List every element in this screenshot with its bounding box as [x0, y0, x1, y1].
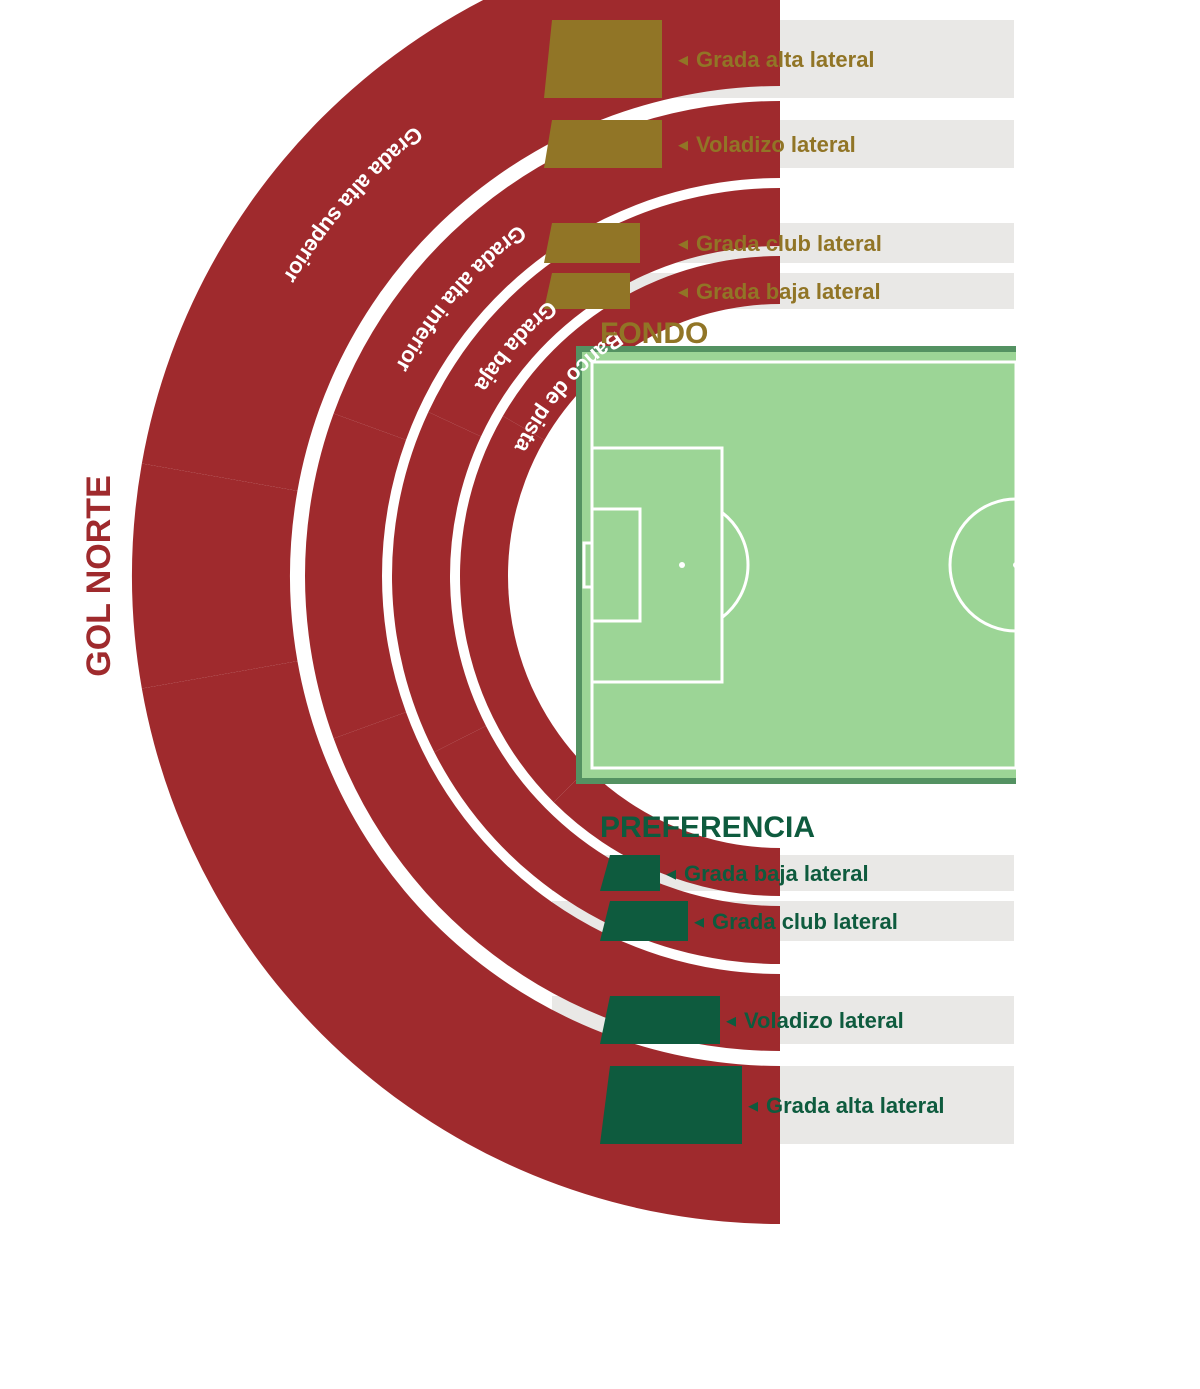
- heading-fondo: FONDO: [600, 317, 708, 350]
- fondo-cap: [544, 120, 662, 168]
- arrow-icon: ◂: [694, 911, 704, 933]
- fondo-row-label: Voladizo lateral: [696, 132, 856, 157]
- fondo-row-label: Grada baja lateral: [696, 279, 881, 304]
- preferencia-row-label: Grada club lateral: [712, 909, 898, 934]
- arrow-icon: ◂: [726, 1010, 736, 1032]
- ring-second-left: [305, 414, 406, 739]
- arrow-icon: ◂: [748, 1095, 758, 1117]
- arrow-icon: ◂: [678, 281, 688, 303]
- preferencia-row-label: Grada baja lateral: [684, 861, 869, 886]
- arrow-icon: ◂: [678, 233, 688, 255]
- heading-preferencia: PREFERENCIA: [600, 811, 815, 844]
- fondo-row-label: Grada alta lateral: [696, 47, 875, 72]
- preferencia-row-label: Voladizo lateral: [744, 1008, 904, 1033]
- fondo-cap: [544, 273, 630, 309]
- fondo-cap: [544, 223, 640, 263]
- preferencia-cap: [600, 855, 660, 891]
- preferencia-cap: [600, 1066, 742, 1144]
- heading-golnorte: GOL NORTE: [80, 475, 118, 677]
- ring-outer-left: [132, 463, 297, 688]
- preferencia-cap: [600, 996, 720, 1044]
- arrow-icon: ◂: [678, 134, 688, 156]
- arrow-icon: ◂: [678, 49, 688, 71]
- fondo-cap: [544, 20, 662, 98]
- preferencia-cap: [600, 901, 688, 941]
- arrow-icon: ◂: [666, 863, 676, 885]
- soccer-field: [576, 346, 1082, 784]
- fondo-row-label: Grada club lateral: [696, 231, 882, 256]
- preferencia-row-label: Grada alta lateral: [766, 1093, 945, 1118]
- stadium-diagram: Grada alta superiorGrada alta inferiorGr…: [0, 0, 1200, 1389]
